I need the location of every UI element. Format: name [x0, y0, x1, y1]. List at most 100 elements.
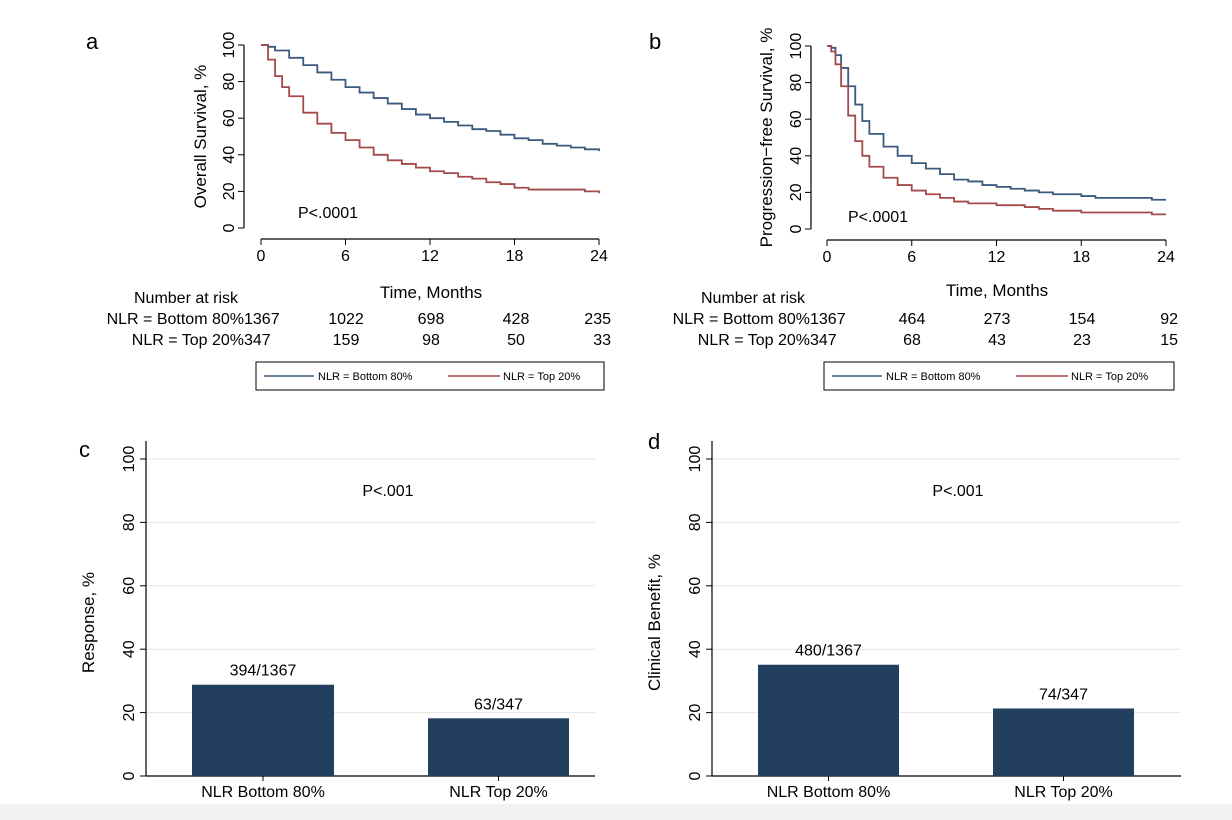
risk-count: 428 [503, 311, 530, 328]
risk-count: 1367 [244, 311, 280, 328]
bar [192, 684, 334, 776]
p-value-label: P<.001 [362, 483, 413, 500]
x-category-label: NLR Bottom 80% [767, 784, 891, 801]
risk-count: 50 [507, 332, 525, 349]
y-tick-label: 100 [687, 446, 704, 473]
series-line-top-20 [261, 44, 600, 194]
y-tick-label: 20 [221, 182, 238, 200]
bar-data-label: 63/347 [474, 696, 523, 713]
p-value-label: P<.0001 [298, 205, 358, 222]
y-tick-label: 40 [687, 640, 704, 658]
risk-count: 1022 [328, 311, 364, 328]
panel-label: c [79, 437, 90, 462]
bar [993, 708, 1134, 776]
y-tick-label: 0 [687, 771, 704, 780]
risk-table-title: Number at risk [134, 290, 239, 307]
risk-count: 159 [333, 332, 360, 349]
bar-data-label: 394/1367 [230, 663, 297, 680]
x-category-label: NLR Top 20% [449, 784, 547, 801]
y-tick-label: 0 [121, 771, 138, 780]
y-tick-label: 40 [788, 147, 805, 165]
series-line-top-20 [827, 45, 1166, 216]
p-value-label: P<.001 [932, 483, 983, 500]
risk-row-label: NLR = Top 20% [132, 332, 244, 349]
y-axis-label: Progression−free Survival, % [757, 28, 776, 248]
y-axis-label: Response, % [79, 572, 98, 673]
risk-count: 43 [988, 332, 1006, 349]
y-tick-label: 80 [687, 513, 704, 531]
risk-count: 23 [1073, 332, 1091, 349]
x-axis-label: Time, Months [946, 281, 1048, 300]
risk-count: 464 [899, 311, 926, 328]
risk-row-label: NLR = Bottom 80% [673, 311, 810, 328]
p-value-label: P<.0001 [848, 209, 908, 226]
bar-data-label: 74/347 [1039, 686, 1088, 703]
series-line-bottom-80 [827, 45, 1166, 201]
legend-box [823, 361, 1175, 391]
risk-count: 98 [422, 332, 440, 349]
risk-count: 154 [1069, 311, 1096, 328]
y-tick-label: 0 [788, 224, 805, 233]
x-category-label: NLR Top 20% [1014, 784, 1112, 801]
y-tick-label: 60 [788, 110, 805, 128]
x-tick-label: 0 [823, 249, 832, 266]
y-tick-label: 80 [221, 73, 238, 91]
x-tick-label: 24 [1157, 249, 1175, 266]
y-tick-label: 0 [221, 223, 238, 232]
y-tick-label: 20 [687, 704, 704, 722]
x-tick-label: 24 [590, 248, 608, 265]
y-tick-label: 20 [121, 704, 138, 722]
panel-label: d [648, 429, 660, 454]
y-tick-label: 80 [788, 74, 805, 92]
risk-count: 1367 [810, 311, 846, 328]
panel-c: c 0 20 40 60 80 100 Response, % 394/1367 NLR Bott… [79, 437, 595, 801]
y-tick-label: 60 [221, 109, 238, 127]
series-line-bottom-80 [261, 44, 600, 152]
risk-count: 273 [984, 311, 1011, 328]
y-tick-label: 60 [121, 577, 138, 595]
x-category-label: NLR Bottom 80% [201, 784, 325, 801]
x-tick-label: 18 [1072, 249, 1090, 266]
x-axis-label: Time, Months [380, 283, 482, 302]
x-tick-label: 12 [421, 248, 439, 265]
y-tick-label: 60 [687, 577, 704, 595]
legend-label: NLR = Bottom 80% [886, 371, 981, 383]
risk-row-label: NLR = Top 20% [698, 332, 810, 349]
bar [428, 718, 569, 776]
x-tick-label: 12 [988, 249, 1006, 266]
legend-label: NLR = Top 20% [503, 371, 580, 383]
risk-count: 68 [903, 332, 921, 349]
y-tick-label: 20 [788, 183, 805, 201]
x-tick-label: 18 [506, 248, 524, 265]
y-axis-label: Overall Survival, % [191, 65, 210, 209]
panel-d: d 0 20 40 60 80 100 Clinical Benefit, % 480/1367… [645, 429, 1181, 801]
y-axis-label: Clinical Benefit, % [645, 554, 664, 691]
panel-label: a [86, 29, 99, 54]
bar-data-label: 480/1367 [795, 643, 862, 660]
x-tick-label: 6 [907, 249, 916, 266]
y-tick-label: 40 [121, 640, 138, 658]
y-tick-label: 100 [121, 446, 138, 473]
bar [758, 664, 899, 776]
risk-count: 33 [593, 332, 611, 349]
x-tick-label: 6 [341, 248, 350, 265]
risk-count: 235 [584, 311, 611, 328]
risk-count: 347 [244, 332, 271, 349]
panel-label: b [649, 29, 661, 54]
legend-label: NLR = Top 20% [1071, 371, 1148, 383]
bottom-strip [0, 804, 1232, 820]
risk-count: 698 [418, 311, 445, 328]
y-tick-label: 80 [121, 513, 138, 531]
panel-a: a 0 20 40 60 80 100 Overall Survival, % 0 6 12 18 24… [86, 29, 611, 391]
risk-table-title: Number at risk [701, 290, 806, 307]
risk-count: 347 [810, 332, 837, 349]
risk-row-label: NLR = Bottom 80% [107, 311, 244, 328]
y-tick-label: 40 [221, 146, 238, 164]
risk-count: 15 [1160, 332, 1178, 349]
y-tick-label: 100 [221, 32, 238, 59]
x-tick-label: 0 [257, 248, 266, 265]
y-tick-label: 100 [788, 33, 805, 60]
risk-count: 92 [1160, 311, 1178, 328]
